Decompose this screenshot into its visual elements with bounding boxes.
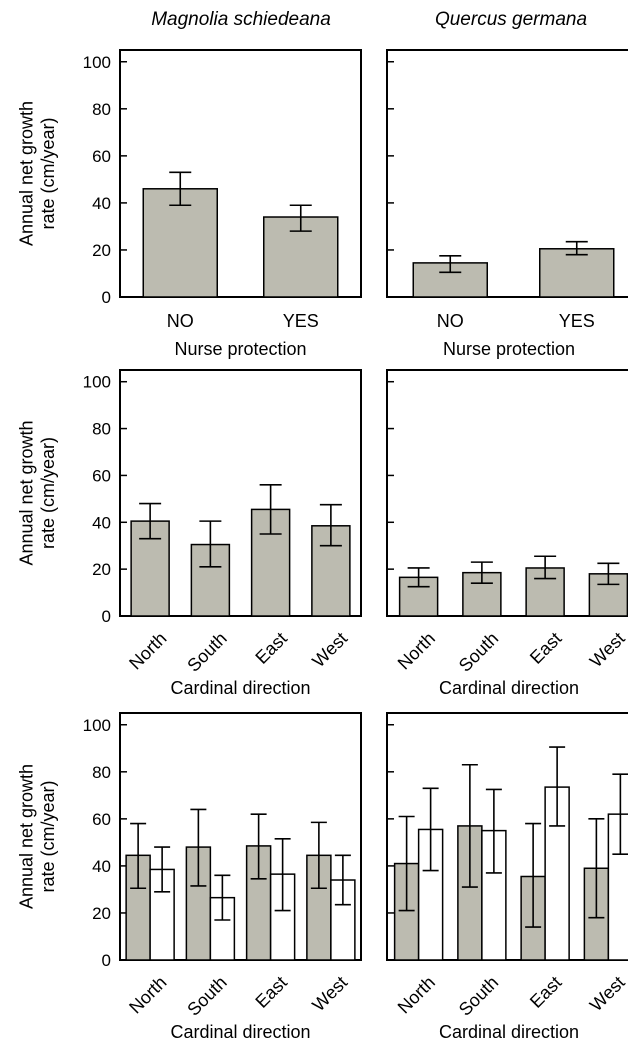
y-tick-label: 20	[92, 904, 111, 923]
x-tick-label: South	[455, 628, 502, 675]
panel-0-0: 0 20 40 60 80 100 NO YES Nurse protection Annual …	[16, 49, 362, 359]
y-tick-label: 40	[92, 513, 111, 532]
x-tick-label: East	[251, 628, 291, 668]
x-tick-label: West	[586, 628, 628, 671]
x-tick-label: NO	[167, 311, 194, 331]
y-axis-label: Annual net growthrate (cm/year)	[16, 764, 58, 909]
plot-frame	[386, 369, 628, 617]
x-tick-label: West	[308, 628, 351, 671]
x-tick-label: South	[183, 628, 230, 675]
column-title-quercus: Quercus germana	[435, 9, 587, 30]
x-tick-label: East	[526, 972, 566, 1012]
x-tick-label: NO	[437, 311, 464, 331]
y-tick-label: 20	[92, 241, 111, 260]
x-tick-label: South	[183, 972, 230, 1019]
x-tick-label: West	[586, 972, 628, 1015]
y-tick-label: 100	[83, 53, 111, 72]
plot-frame	[119, 49, 362, 298]
panel-0-1: NO YES Nurse protection	[386, 49, 628, 359]
column-title-magnolia: Magnolia schiedeana	[151, 9, 331, 30]
plot-frame	[386, 712, 628, 961]
x-axis-label: Cardinal direction	[170, 678, 310, 698]
x-tick-label: North	[125, 972, 170, 1017]
x-tick-label: East	[526, 628, 566, 668]
bar-yes-s0	[539, 248, 615, 298]
x-axis-label: Nurse protection	[443, 339, 575, 359]
x-tick-label: North	[394, 628, 439, 673]
y-axis-label: Annual net growthrate (cm/year)	[16, 101, 58, 246]
x-tick-label: North	[125, 628, 170, 673]
y-tick-label: 60	[92, 147, 111, 166]
bar-west-s1	[607, 813, 628, 961]
y-tick-label: 60	[92, 466, 111, 485]
plot-frame	[119, 369, 362, 617]
x-tick-label: North	[394, 972, 439, 1017]
plot-frame	[119, 712, 362, 961]
y-tick-label: 100	[83, 373, 111, 392]
y-tick-label: 0	[102, 288, 111, 307]
panel-1-1: North South East West Cardinal direction	[386, 369, 628, 698]
x-tick-label: YES	[559, 311, 595, 331]
bar-south-s1	[209, 896, 236, 961]
plot-frame	[386, 49, 628, 298]
x-tick-label: South	[455, 972, 502, 1019]
bar-south-s0	[190, 543, 231, 617]
y-tick-label: 20	[92, 560, 111, 579]
y-tick-label: 100	[83, 716, 111, 735]
y-tick-label: 40	[92, 857, 111, 876]
y-tick-label: 40	[92, 194, 111, 213]
x-axis-label: Cardinal direction	[170, 1022, 310, 1042]
y-tick-label: 80	[92, 100, 111, 119]
panel-2-0: 0 20 40 60 80 100 North South East West Cardinal d…	[16, 712, 362, 1042]
x-tick-label: YES	[283, 311, 319, 331]
panels: 0 20 40 60 80 100 NO YES Nurse protection Annual …	[16, 49, 628, 1042]
y-tick-label: 0	[102, 951, 111, 970]
x-tick-label: East	[251, 972, 291, 1012]
panel-1-0: 0 20 40 60 80 100 North South East West Cardinal d…	[16, 369, 362, 698]
panel-2-1: North South East West Cardinal direction	[386, 712, 628, 1042]
x-tick-label: West	[308, 972, 351, 1015]
y-tick-label: 80	[92, 763, 111, 782]
y-tick-label: 60	[92, 810, 111, 829]
y-tick-label: 80	[92, 420, 111, 439]
x-axis-label: Cardinal direction	[439, 1022, 579, 1042]
y-tick-label: 0	[102, 607, 111, 626]
y-axis-label: Annual net growthrate (cm/year)	[16, 420, 58, 565]
x-axis-label: Nurse protection	[174, 339, 306, 359]
x-axis-label: Cardinal direction	[439, 678, 579, 698]
